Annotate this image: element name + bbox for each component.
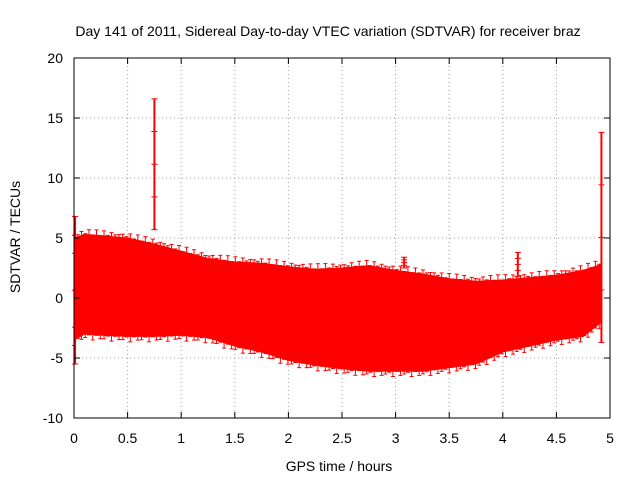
chart-title: Day 141 of 2011, Sidereal Day-to-day VTE…: [75, 23, 580, 39]
x-tick-label: 3: [392, 430, 400, 446]
y-tick-label: 5: [55, 230, 63, 246]
data-series: [72, 98, 605, 378]
x-tick-label: 1.5: [225, 430, 245, 446]
y-tick-label: 15: [47, 110, 63, 126]
y-tick-label: 0: [55, 290, 63, 306]
x-tick-label: 3.5: [439, 430, 459, 446]
y-tick-label: -5: [51, 350, 64, 366]
axis-ticks: 0 0.5 1 1.5 2 2.5 3 3.5 4 4.5 5 -10 -5 0 5 10 15 20: [43, 50, 614, 446]
y-axis-label: SDTVAR / TECUs: [7, 181, 23, 293]
x-tick-label: 1: [177, 430, 185, 446]
x-tick-label: 2.5: [332, 430, 352, 446]
x-axis-label: GPS time / hours: [286, 458, 393, 474]
x-tick-label: 4: [499, 430, 507, 446]
y-tick-label: 10: [47, 170, 63, 186]
x-tick-label: 0: [70, 430, 78, 446]
x-tick-label: 5: [606, 430, 614, 446]
x-tick-label: 0.5: [118, 430, 138, 446]
x-tick-label: 2: [285, 430, 293, 446]
x-tick-label: 4.5: [547, 430, 567, 446]
y-tick-label: -10: [43, 410, 63, 426]
y-tick-label: 20: [47, 50, 63, 66]
